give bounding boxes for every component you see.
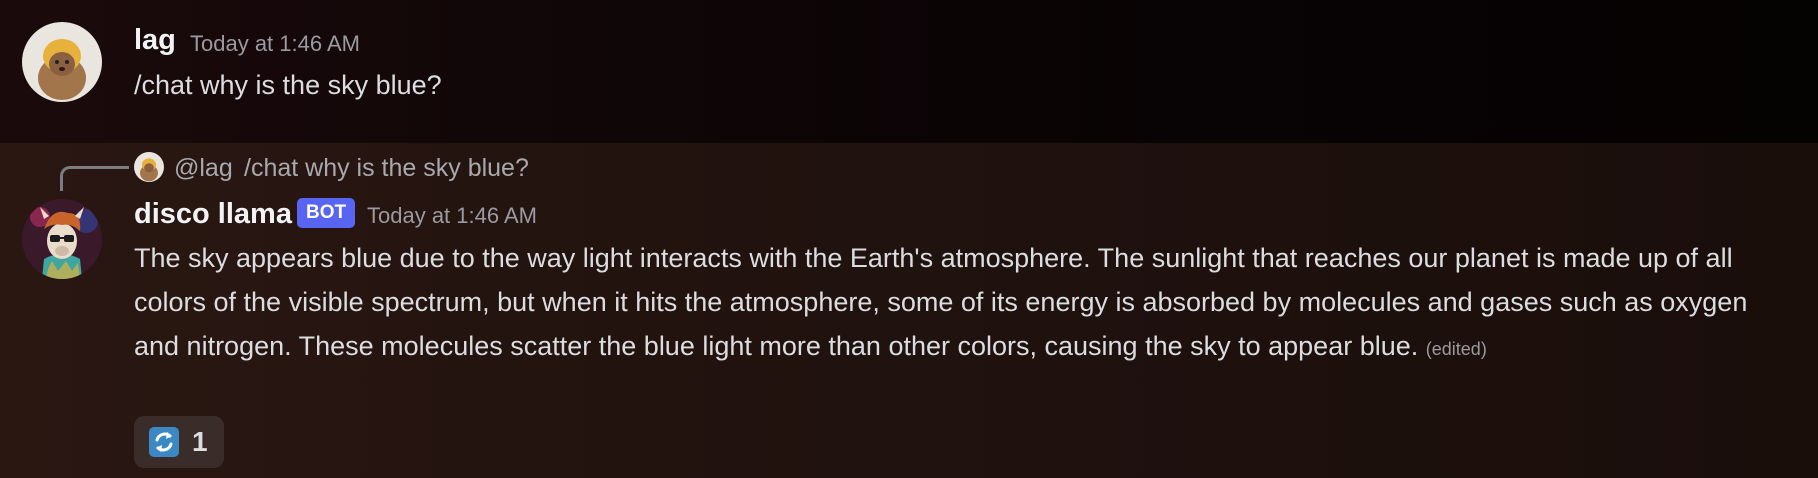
reply-avatar[interactable]: [134, 152, 164, 182]
bot-username[interactable]: disco llama: [134, 198, 292, 230]
reaction-count: 1: [192, 426, 208, 457]
bot-badge: BOT: [297, 198, 356, 228]
timestamp[interactable]: Today at 1:46 AM: [190, 31, 360, 56]
message-body: The sky appears blue due to the way ligh…: [134, 243, 1748, 361]
message-text: The sky appears blue due to the way ligh…: [134, 236, 1789, 371]
reply-connector: [60, 166, 129, 191]
reply-mention[interactable]: @lag: [174, 154, 233, 182]
timestamp[interactable]: Today at 1:46 AM: [367, 203, 537, 228]
repeat-arrows-icon: [148, 426, 180, 458]
lag-avatar[interactable]: [22, 22, 102, 102]
disco-llama-avatar[interactable]: [22, 199, 102, 279]
reaction-repeat[interactable]: 1: [134, 416, 224, 468]
edited-label: (edited): [1425, 339, 1487, 359]
username[interactable]: lag: [134, 24, 176, 56]
message-text: /chat why is the sky blue?: [134, 70, 442, 100]
message-lag: lag Today at 1:46 AM /chat why is the sk…: [0, 0, 1818, 143]
reply-preview-text[interactable]: /chat why is the sky blue?: [244, 154, 529, 182]
